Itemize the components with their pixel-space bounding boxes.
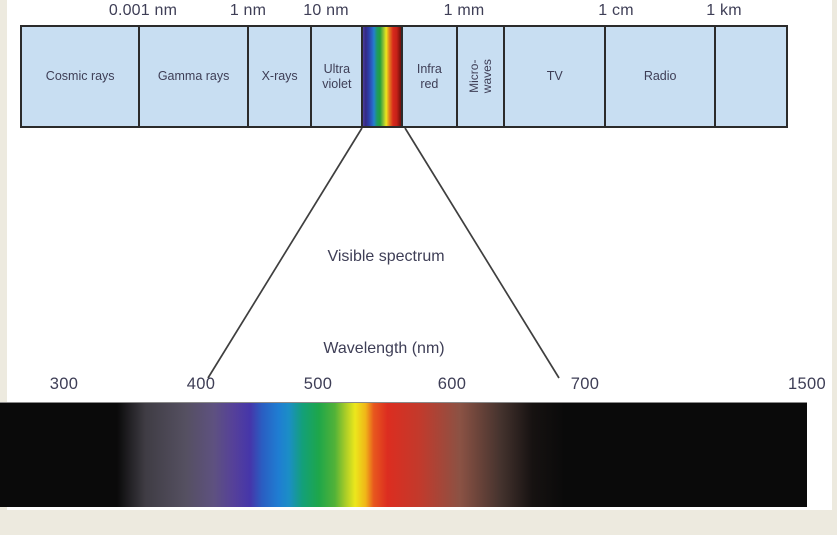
- band-cosmic-rays: Cosmic rays: [22, 27, 141, 126]
- em-band-bar: Cosmic rays Gamma rays X-rays Ultra viole…: [20, 25, 788, 128]
- top-scale-label-10nm: 10 nm: [303, 2, 349, 19]
- top-scale-label-1km: 1 km: [706, 2, 742, 19]
- tick-600: 600: [437, 375, 467, 393]
- tick-300: 300: [49, 375, 79, 393]
- band-label: Cosmic rays: [45, 69, 115, 84]
- top-scale-label-1mm: 1 mm: [443, 2, 485, 19]
- band-label: Radio: [643, 69, 677, 84]
- band-label: Ultra violet: [322, 62, 352, 91]
- band-gamma-rays: Gamma rays: [140, 27, 249, 126]
- band-infrared: Infra red: [403, 27, 458, 126]
- band-label: Gamma rays: [157, 69, 230, 84]
- band-radio: Radio: [605, 27, 717, 126]
- top-scale-label-1cm: 1 cm: [598, 2, 634, 19]
- band-label-vertical: Micro-waves: [466, 59, 494, 94]
- tick-700: 700: [570, 375, 600, 393]
- top-scale-label-0001nm: 0.001 nm: [108, 2, 178, 19]
- wavelength-axis-title: Wavelength (nm): [323, 340, 445, 357]
- band-ultraviolet: Ultra violet: [312, 27, 364, 126]
- tick-1500: 1500: [788, 375, 826, 393]
- band-microwaves: Micro-waves: [457, 27, 506, 126]
- visible-spectrum-gradient-bar: [0, 402, 807, 507]
- visible-spectrum-label: Visible spectrum: [327, 248, 445, 265]
- band-tv: TV: [505, 27, 606, 126]
- band-label: TV: [546, 69, 563, 84]
- tick-500: 500: [303, 375, 333, 393]
- band-x-rays: X-rays: [248, 27, 313, 126]
- tick-400: 400: [186, 375, 216, 393]
- band-empty: [716, 27, 786, 126]
- band-visible-light-swatch: [363, 27, 403, 126]
- top-scale-label-1nm: 1 nm: [229, 2, 267, 19]
- band-label: X-rays: [261, 69, 298, 84]
- band-label: Infra red: [416, 62, 442, 91]
